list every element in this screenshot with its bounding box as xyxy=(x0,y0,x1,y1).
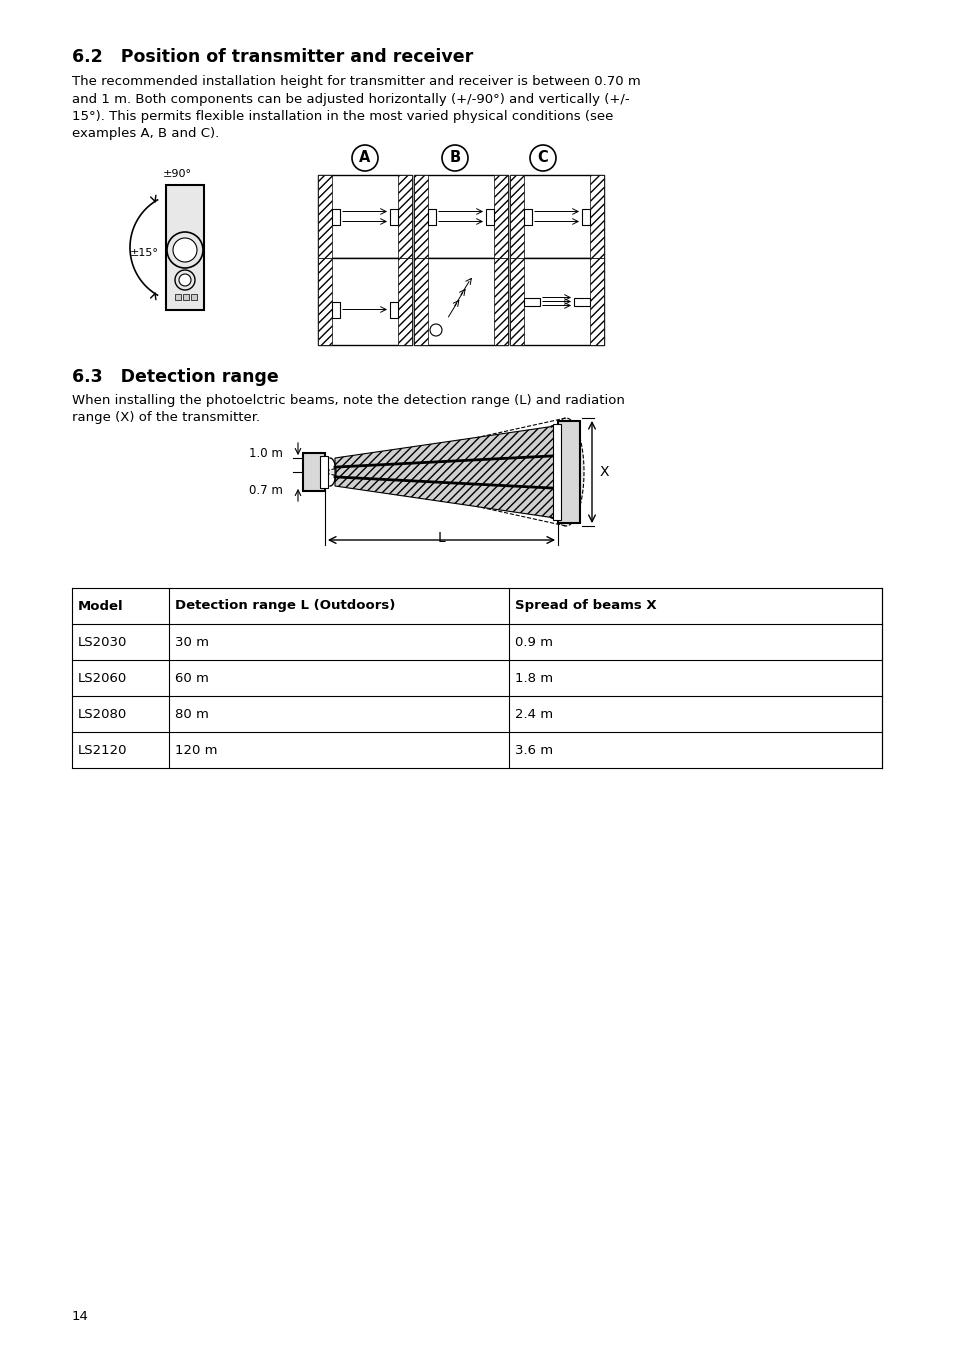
Bar xyxy=(397,176,412,258)
Bar xyxy=(166,185,204,309)
Bar xyxy=(510,258,523,345)
Bar xyxy=(317,258,332,345)
Text: 80 m: 80 m xyxy=(175,708,209,720)
Bar xyxy=(510,258,603,345)
Text: 1.8 m: 1.8 m xyxy=(515,671,553,685)
Circle shape xyxy=(174,270,194,290)
Text: B: B xyxy=(449,150,460,166)
Text: 30 m: 30 m xyxy=(175,635,209,648)
Text: 2.4 m: 2.4 m xyxy=(515,708,553,720)
Bar xyxy=(494,176,507,258)
Text: 1.0 m: 1.0 m xyxy=(249,447,283,459)
Bar xyxy=(523,297,539,305)
Bar xyxy=(523,208,532,224)
Bar xyxy=(317,176,332,258)
Text: LS2060: LS2060 xyxy=(78,671,127,685)
Bar xyxy=(558,422,579,523)
Text: C: C xyxy=(537,150,548,166)
Circle shape xyxy=(172,238,196,262)
Bar xyxy=(589,258,603,345)
Bar xyxy=(397,258,412,345)
Circle shape xyxy=(430,324,441,336)
Bar xyxy=(191,295,196,300)
Text: 60 m: 60 m xyxy=(175,671,209,685)
Bar xyxy=(317,176,412,258)
Bar xyxy=(574,297,589,305)
Text: X: X xyxy=(599,465,609,480)
Circle shape xyxy=(167,232,203,267)
Polygon shape xyxy=(335,426,562,517)
Bar xyxy=(494,258,507,345)
Text: LS2080: LS2080 xyxy=(78,708,127,720)
Text: 0.9 m: 0.9 m xyxy=(515,635,553,648)
Bar xyxy=(303,453,325,490)
Bar xyxy=(414,176,428,258)
Text: Spread of beams X: Spread of beams X xyxy=(515,600,657,612)
Bar xyxy=(553,424,560,520)
Circle shape xyxy=(352,145,377,172)
Text: A: A xyxy=(359,150,371,166)
Text: ±15°: ±15° xyxy=(130,247,159,258)
Bar xyxy=(319,457,328,488)
Text: The recommended installation height for transmitter and receiver is between 0.70: The recommended installation height for … xyxy=(71,76,640,141)
Text: LS2120: LS2120 xyxy=(78,743,128,757)
Bar xyxy=(485,208,494,224)
Circle shape xyxy=(179,274,191,286)
Bar xyxy=(390,301,397,317)
Text: 0.7 m: 0.7 m xyxy=(249,484,283,497)
Text: When installing the photoelctric beams, note the detection range (L) and radiati: When installing the photoelctric beams, … xyxy=(71,394,624,424)
Bar xyxy=(510,176,523,258)
Bar xyxy=(428,208,436,224)
Bar xyxy=(317,258,412,345)
Text: Model: Model xyxy=(78,600,124,612)
Bar xyxy=(414,258,428,345)
Bar xyxy=(414,176,507,258)
Bar xyxy=(174,295,181,300)
Text: L: L xyxy=(437,531,445,544)
Text: 6.3   Detection range: 6.3 Detection range xyxy=(71,367,278,386)
Bar xyxy=(332,208,339,224)
Text: 120 m: 120 m xyxy=(175,743,217,757)
Text: 6.2   Position of transmitter and receiver: 6.2 Position of transmitter and receiver xyxy=(71,49,473,66)
Bar xyxy=(390,208,397,224)
Bar xyxy=(332,301,339,317)
Bar xyxy=(183,295,189,300)
Text: 14: 14 xyxy=(71,1310,89,1323)
Polygon shape xyxy=(319,417,583,526)
Bar xyxy=(581,208,589,224)
Circle shape xyxy=(530,145,556,172)
Bar xyxy=(510,176,603,258)
Text: ±90°: ±90° xyxy=(162,169,192,178)
Text: LS2030: LS2030 xyxy=(78,635,128,648)
Circle shape xyxy=(441,145,468,172)
Bar xyxy=(414,258,507,345)
Bar xyxy=(589,176,603,258)
Text: Detection range L (Outdoors): Detection range L (Outdoors) xyxy=(175,600,395,612)
Text: 3.6 m: 3.6 m xyxy=(515,743,553,757)
